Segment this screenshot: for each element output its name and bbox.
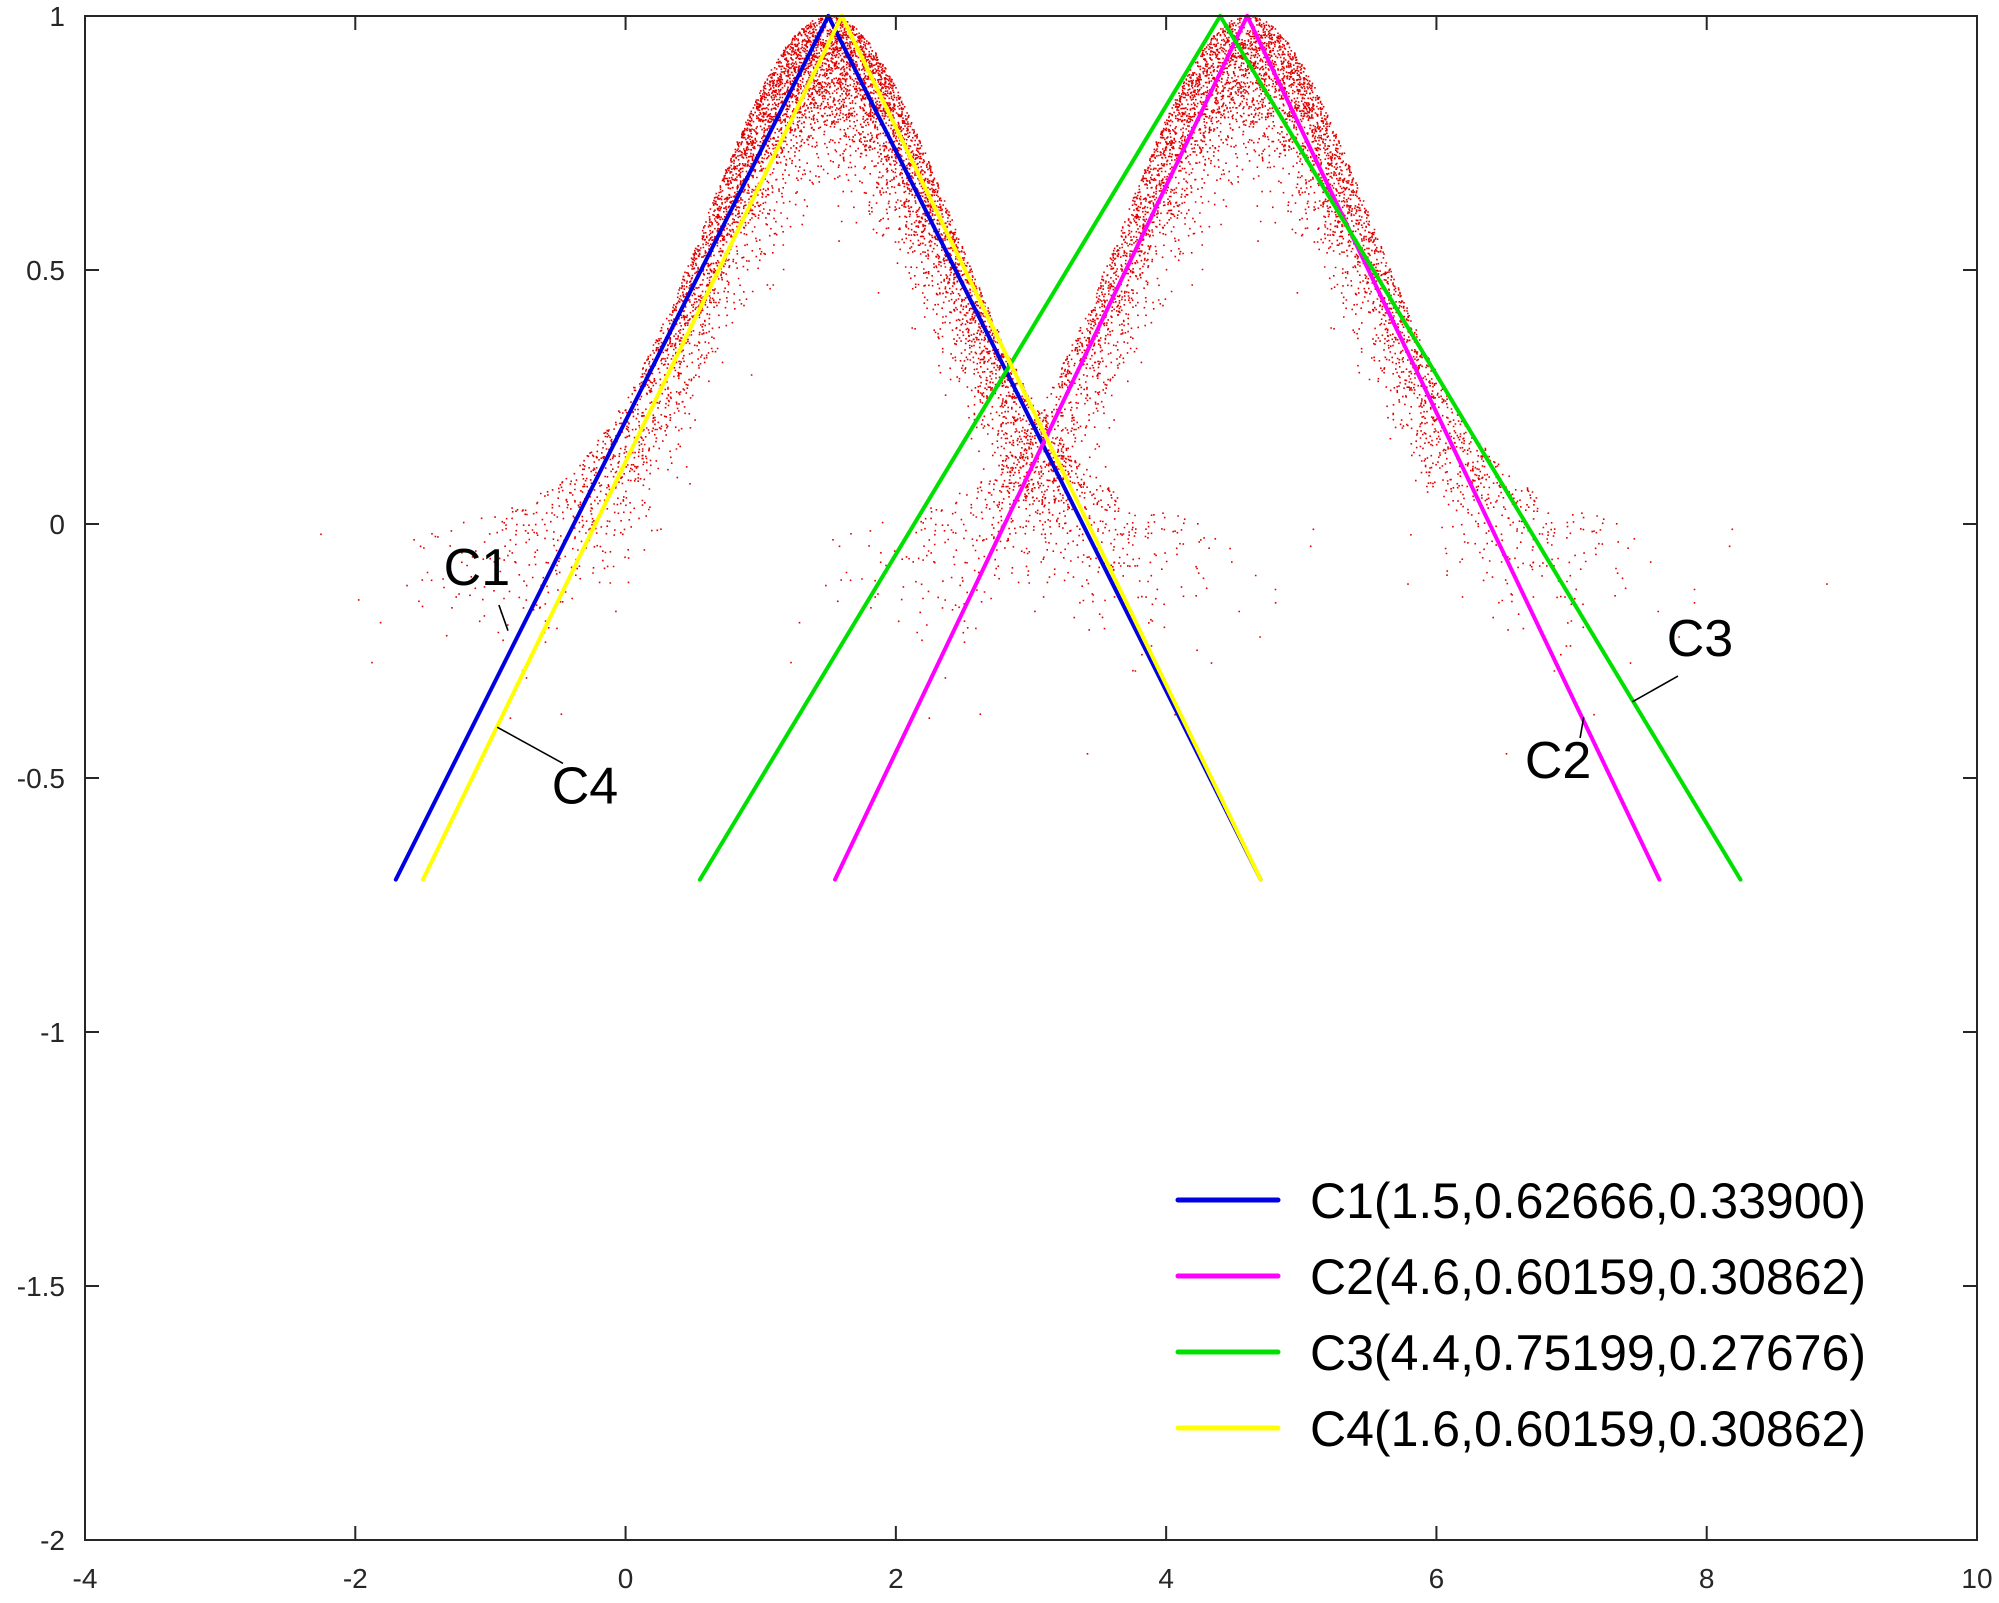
legend-item-c2: C2(4.6,0.60159,0.30862) — [1175, 1249, 1866, 1305]
legend-item-c1: C1(1.5,0.62666,0.33900) — [1175, 1173, 1866, 1229]
x-tick-label: 10 — [1961, 1563, 1992, 1594]
legend-label: C3(4.4,0.75199,0.27676) — [1310, 1325, 1866, 1381]
y-tick-label: -1 — [40, 1017, 65, 1048]
series-segment — [839, 14, 1263, 882]
series-lines — [393, 14, 1743, 882]
legend-label: C4(1.6,0.60159,0.30862) — [1310, 1401, 1866, 1457]
annotation-label-c3: C3 — [1667, 610, 1733, 668]
curve-annotations: C1 C2 C3 C4 — [444, 539, 1734, 815]
series-c2 — [833, 14, 1662, 882]
legend-label: C2(4.6,0.60159,0.30862) — [1310, 1249, 1866, 1305]
x-tick-label: -4 — [73, 1563, 98, 1594]
series-c1 — [393, 14, 1263, 882]
y-tick-label: 0.5 — [26, 255, 65, 286]
legend: C1(1.5,0.62666,0.33900) C2(4.6,0.60159,0.… — [1175, 1173, 1866, 1457]
series-segment — [420, 14, 844, 882]
series-c4 — [420, 14, 1263, 882]
x-tick-label: 2 — [888, 1563, 904, 1594]
series-segment — [1245, 14, 1662, 882]
x-tick-label: 6 — [1429, 1563, 1445, 1594]
y-tick-label: 0 — [49, 509, 65, 540]
y-tick-label: -0.5 — [17, 763, 65, 794]
x-tick-label: 4 — [1158, 1563, 1174, 1594]
legend-label: C1(1.5,0.62666,0.33900) — [1310, 1173, 1866, 1229]
series-segment — [697, 14, 1223, 882]
series-segment — [1218, 14, 1743, 882]
annotation-leader — [498, 604, 509, 631]
annotation-leader — [496, 726, 564, 765]
annotation-label-c1: C1 — [444, 539, 510, 597]
y-tick-label: -1.5 — [17, 1271, 65, 1302]
y-tick-label: 1 — [49, 1, 65, 32]
x-tick-label: -2 — [343, 1563, 368, 1594]
series-c3 — [697, 14, 1743, 882]
series-segment — [393, 14, 831, 882]
annotation-leader — [1579, 716, 1585, 739]
legend-item-c4: C4(1.6,0.60159,0.30862) — [1175, 1401, 1866, 1457]
annotation-leader — [1632, 675, 1679, 703]
annotation-label-c4: C4 — [552, 757, 618, 815]
series-segment — [826, 14, 1263, 882]
x-tick-label: 8 — [1699, 1563, 1715, 1594]
x-tick-label: 0 — [618, 1563, 634, 1594]
y-tick-label: -2 — [40, 1525, 65, 1556]
scatter-points — [320, 15, 1828, 755]
axes: -4 -2 0 2 4 6 8 10 -2 -1.5 -1 -0.5 0 0.5 1 — [17, 1, 1993, 1594]
annotation-label-c2: C2 — [1525, 732, 1591, 790]
legend-item-c3: C3(4.4,0.75199,0.27676) — [1175, 1325, 1866, 1381]
scatter-cloud — [320, 15, 1828, 755]
series-segment — [833, 14, 1250, 882]
